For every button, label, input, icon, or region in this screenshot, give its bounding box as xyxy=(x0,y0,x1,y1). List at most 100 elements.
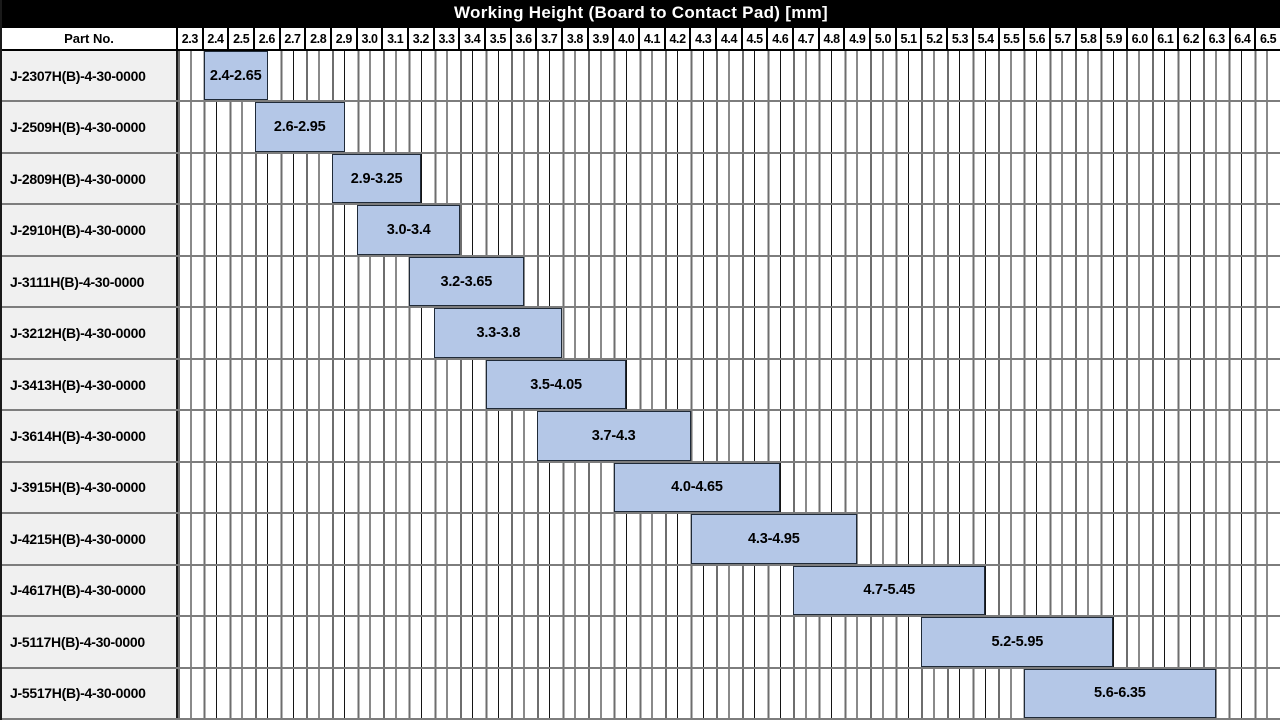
range-bar: 2.6-2.95 xyxy=(254,102,345,152)
range-label: 3.0-3.4 xyxy=(386,222,431,239)
axis-tick: 3.7 xyxy=(535,28,561,49)
chart-row: J-3915H(B)-4-30-0000 4.0-4.65 xyxy=(2,462,1280,515)
row-grid: 2.4-2.65 xyxy=(178,51,1280,101)
axis-tick: 4.7 xyxy=(792,28,818,49)
axis-tick: 5.9 xyxy=(1100,28,1126,49)
axis-tick: 6.0 xyxy=(1125,28,1152,49)
axis-tick: 4.8 xyxy=(817,28,844,49)
axis-tick: 6.4 xyxy=(1228,28,1255,49)
part-no-cell: J-4215H(B)-4-30-0000 xyxy=(2,514,178,564)
range-label: 4.7-5.45 xyxy=(863,582,915,599)
axis-tick: 6.1 xyxy=(1151,28,1178,49)
axis-tick: 5.2 xyxy=(920,28,946,49)
row-grid: 3.7-4.3 xyxy=(178,411,1280,461)
axis-tick: 3.3 xyxy=(432,28,459,49)
range-label: 3.5-4.05 xyxy=(530,376,582,393)
chart-row: J-2809H(B)-4-30-0000 2.9-3.25 xyxy=(2,153,1280,206)
axis-tick: 2.4 xyxy=(201,28,228,49)
range-bar: 3.3-3.8 xyxy=(434,308,563,358)
axis-tick: 6.5 xyxy=(1254,28,1280,49)
range-bar: 5.2-5.95 xyxy=(921,617,1114,667)
chart-row: J-2509H(B)-4-30-0000 2.6-2.95 xyxy=(2,102,1280,154)
part-no-cell: J-3915H(B)-4-30-0000 xyxy=(2,462,178,513)
chart-row: J-3212H(B)-4-30-0000 3.3-3.8 xyxy=(2,308,1280,360)
chart-row: J-3614H(B)-4-30-0000 3.7-4.3 xyxy=(2,411,1280,463)
part-no-cell: J-3614H(B)-4-30-0000 xyxy=(2,411,178,461)
row-grid: 2.9-3.25 xyxy=(178,153,1280,204)
axis-tick: 4.0 xyxy=(612,28,638,49)
range-label: 3.3-3.8 xyxy=(476,325,521,342)
axis-tick: 3.1 xyxy=(381,28,407,49)
axis-tick: 5.0 xyxy=(869,28,895,49)
range-bar: 4.7-5.45 xyxy=(793,565,986,616)
axis-tick: 5.1 xyxy=(894,28,921,49)
axis-tick: 2.5 xyxy=(227,28,253,49)
part-no-cell: J-4617H(B)-4-30-0000 xyxy=(2,565,178,616)
axis-tick: 5.8 xyxy=(1074,28,1101,49)
chart-row: J-3413H(B)-4-30-0000 3.5-4.05 xyxy=(2,359,1280,412)
axis-tick: 5.6 xyxy=(1023,28,1049,49)
range-bar: 3.7-4.3 xyxy=(536,411,691,461)
row-grid: 3.0-3.4 xyxy=(178,205,1280,255)
part-no-cell: J-3413H(B)-4-30-0000 xyxy=(2,359,178,410)
header-row: Part No. 2.3 2.4 2.5 2.6 2.7 2.8 2.9 3.0 3.1 3.2 3… xyxy=(2,26,1280,51)
chart-row: J-5117H(B)-4-30-0000 5.2-5.95 xyxy=(2,617,1280,669)
row-grid: 4.7-5.45 xyxy=(178,565,1280,616)
row-grid: 5.2-5.95 xyxy=(178,617,1280,667)
range-bar: 4.0-4.65 xyxy=(613,462,781,513)
row-grid: 3.2-3.65 xyxy=(178,256,1280,307)
part-no-cell: J-2809H(B)-4-30-0000 xyxy=(2,153,178,204)
range-label: 4.3-4.95 xyxy=(748,530,800,547)
range-label: 2.9-3.25 xyxy=(350,170,403,187)
chart-row: J-2910H(B)-4-30-0000 3.0-3.4 xyxy=(2,205,1280,257)
axis-tick: 4.4 xyxy=(715,28,741,49)
axis-tick: 3.6 xyxy=(509,28,536,49)
part-no-cell: J-2509H(B)-4-30-0000 xyxy=(2,102,178,152)
chart-row: J-5517H(B)-4-30-0000 5.6-6.35 xyxy=(2,668,1280,720)
part-no-cell: J-5517H(B)-4-30-0000 xyxy=(2,668,178,719)
chart-row: J-3111H(B)-4-30-0000 3.2-3.65 xyxy=(2,256,1280,309)
axis-tick: 2.6 xyxy=(253,28,279,49)
row-grid: 2.6-2.95 xyxy=(178,102,1280,152)
part-no-cell: J-3212H(B)-4-30-0000 xyxy=(2,308,178,358)
axis-tick: 5.7 xyxy=(1048,28,1075,49)
row-grid: 5.6-6.35 xyxy=(178,668,1280,719)
range-bar: 5.6-6.35 xyxy=(1023,668,1216,719)
range-label: 5.2-5.95 xyxy=(991,633,1044,650)
chart-body: J-2307H(B)-4-30-0000 2.4-2.65 J-2509H(B)-4… xyxy=(2,51,1280,720)
part-no-cell: J-2307H(B)-4-30-0000 xyxy=(2,51,178,101)
chart-row: J-2307H(B)-4-30-0000 2.4-2.65 xyxy=(2,51,1280,103)
row-grid: 4.0-4.65 xyxy=(178,462,1280,513)
row-grid: 3.3-3.8 xyxy=(178,308,1280,358)
chart-row: J-4215H(B)-4-30-0000 4.3-4.95 xyxy=(2,514,1280,566)
range-bar: 3.5-4.05 xyxy=(485,359,627,410)
range-bar: 3.2-3.65 xyxy=(408,256,524,307)
range-label: 3.7-4.3 xyxy=(591,428,636,445)
axis-tick: 5.5 xyxy=(997,28,1024,49)
range-label: 5.6-6.35 xyxy=(1094,685,1146,702)
axis-tick: 4.9 xyxy=(843,28,869,49)
chart-row: J-4617H(B)-4-30-0000 4.7-5.45 xyxy=(2,565,1280,618)
range-bar: 4.3-4.95 xyxy=(690,514,858,564)
axis-tick: 3.0 xyxy=(355,28,382,49)
axis-tick: 2.9 xyxy=(330,28,356,49)
row-grid: 3.5-4.05 xyxy=(178,359,1280,410)
axis-tick: 4.2 xyxy=(663,28,690,49)
axis-tick: 6.2 xyxy=(1177,28,1203,49)
axis-tick: 2.8 xyxy=(304,28,330,49)
part-no-cell: J-2910H(B)-4-30-0000 xyxy=(2,205,178,255)
row-grid: 4.3-4.95 xyxy=(178,514,1280,564)
axis-tick: 2.7 xyxy=(278,28,305,49)
range-label: 2.6-2.95 xyxy=(273,119,326,136)
axis-tick: 3.9 xyxy=(586,28,613,49)
range-bar: 2.9-3.25 xyxy=(331,153,422,204)
axis-tick: 3.2 xyxy=(407,28,433,49)
part-no-header: Part No. xyxy=(2,28,178,49)
range-label: 2.4-2.65 xyxy=(209,67,262,84)
axis-tick: 4.1 xyxy=(638,28,664,49)
axis-tick: 5.3 xyxy=(946,28,972,49)
part-no-cell: J-5117H(B)-4-30-0000 xyxy=(2,617,178,667)
range-label: 3.2-3.65 xyxy=(440,273,493,290)
axis-tick: 3.5 xyxy=(484,28,510,49)
